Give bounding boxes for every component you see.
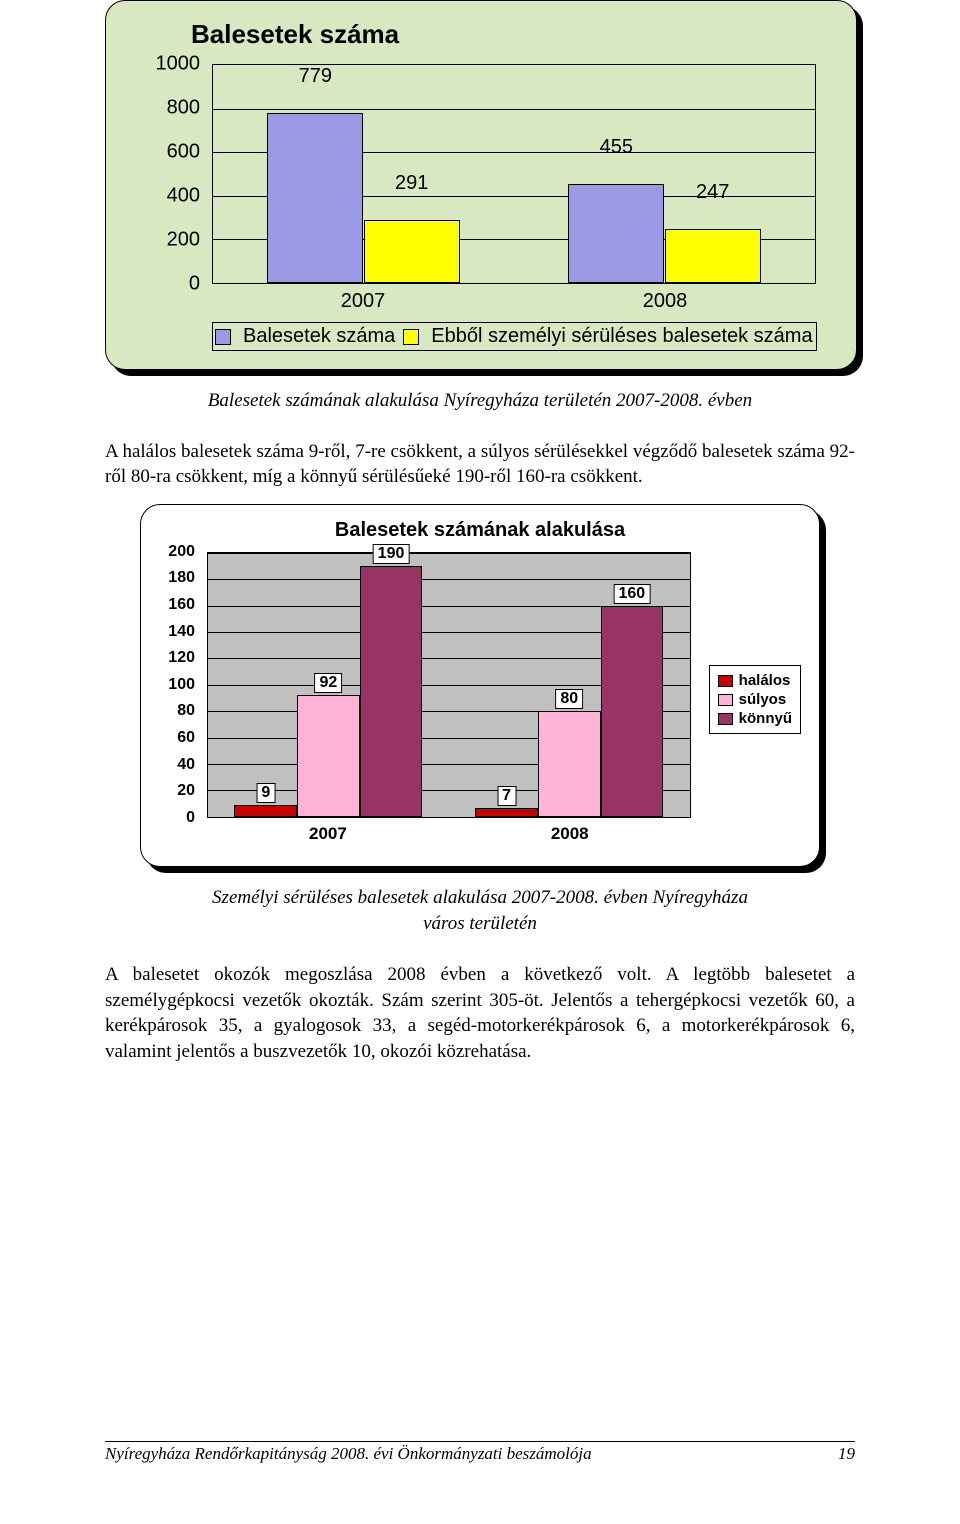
chart-2-y-tick: 120 [168,649,195,667]
chart-1-y-tick: 200 [167,229,200,252]
page-footer: Nyíregyháza Rendőrkapitányság 2008. évi … [105,1441,855,1464]
chart-1-x-tick: 2007 [341,290,386,313]
chart-2-bar-label: 92 [315,673,343,693]
legend-label: Balesetek száma [243,325,395,348]
caption-2-line1: Személyi sérüléses balesetek alakulása 2… [212,887,748,908]
chart-1-plot: 02004006008001000 779291455247 20072008 [150,64,826,316]
chart-2-bar-label: 190 [373,544,410,564]
chart-1-bar-label: 455 [600,136,633,159]
chart-2-x-tick: 2008 [551,824,589,844]
chart-2-bar-label: 7 [497,786,516,806]
chart-1-bar-label: 291 [395,172,428,195]
chart-1-bar-label: 247 [696,181,729,204]
chart-2-y-tick: 80 [177,702,195,720]
chart-2-y-tick: 20 [177,782,195,800]
footer-left: Nyíregyháza Rendőrkapitányság 2008. évi … [105,1444,592,1464]
chart-2-plot: 020406080100120140160180200 992190780160… [159,552,695,848]
chart-2-bar-label: 80 [555,689,583,709]
legend-item: halálos [718,672,792,689]
legend-swatch [403,329,419,345]
chart-1-y-tick: 0 [189,273,200,296]
chart-1-bar [665,229,761,283]
chart-1-y-tick: 800 [167,97,200,120]
chart-2-y-tick: 180 [168,569,195,587]
chart-1-y-tick: 1000 [156,53,201,76]
chart-2-y-tick: 140 [168,623,195,641]
legend-swatch [718,713,733,725]
footer-page-number: 19 [838,1444,855,1464]
chart-1-x-tick: 2008 [643,290,688,313]
chart-2-bar [601,606,664,817]
chart-2-legend: halálos súlyos könnyű [709,665,801,734]
chart-1-y-tick: 400 [167,185,200,208]
legend-item: súlyos [718,691,792,708]
chart-1-bar [364,220,460,283]
chart-2-bar [475,808,538,817]
chart-1-y-tick: 600 [167,141,200,164]
chart-2-y-tick: 0 [186,809,195,827]
chart-1-bar-label: 779 [299,65,332,88]
chart-2-title: Balesetek számának alakulása [159,519,801,542]
legend-label: Ebből személyi sérüléses balesetek száma [431,325,812,348]
legend-swatch [718,694,733,706]
chart-2-container: Balesetek számának alakulása 0 20 40 60 80 10… [140,504,820,867]
chart-2-y-tick: 60 [177,729,195,747]
chart-2-x-tick: 2007 [309,824,347,844]
chart-2-y-tick: 160 [168,596,195,614]
chart-1-bar [568,184,664,283]
chart-2-y-tick: 100 [168,676,195,694]
legend-swatch [718,675,733,687]
chart-2-bar [538,711,601,817]
paragraph-1: A halálos balesetek száma 9-ről, 7-re cs… [105,439,855,490]
chart-2-bar-label: 9 [256,783,275,803]
chart-1-bar [267,113,363,283]
caption-2: Személyi sérüléses balesetek alakulása 2… [105,885,855,938]
chart-2-y-tick: 40 [177,756,195,774]
legend-label: könnyű [739,710,792,727]
chart-1-title: Balesetek száma [191,19,826,50]
chart-2-y-tick: 200 [168,543,195,561]
legend-label: halálos [739,672,791,689]
legend-item: könnyű [718,710,792,727]
legend-label: súlyos [739,691,787,708]
paragraph-2: A balesetet okozók megoszlása 2008 évben… [105,962,855,1065]
chart-2-bar-label: 160 [613,584,650,604]
caption-1: Balesetek számának alakulása Nyíregyháza… [105,388,855,415]
chart-2-bar [297,695,360,816]
caption-2-line2: város területén [423,913,537,934]
legend-swatch [215,329,231,345]
chart-2-bar [234,805,297,817]
chart-1-legend: Balesetek száma Ebből személyi sérüléses … [212,322,817,351]
chart-2-bar [360,566,423,817]
chart-1-container: Balesetek száma 0 200 400 600 800 1000 779 291… [105,0,857,370]
